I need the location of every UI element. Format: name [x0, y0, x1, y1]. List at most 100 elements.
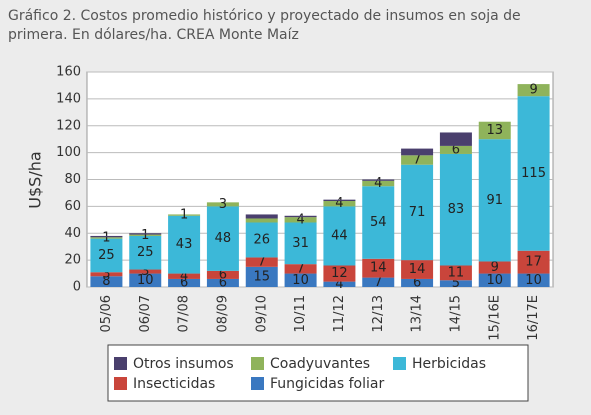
bar-segment [90, 272, 123, 277]
y-tick-label: 120 [56, 118, 81, 133]
data-label: 7 [413, 153, 421, 168]
bar-segment [168, 214, 201, 216]
data-label: 5 [452, 276, 460, 291]
legend-swatch [251, 377, 264, 390]
data-label: 44 [331, 228, 348, 243]
bar-segment [362, 186, 395, 259]
data-label: 3 [219, 197, 227, 212]
data-label: 3 [141, 264, 149, 279]
bar-segment [517, 96, 550, 251]
title-line: primera. En dólares/ha. CREA Monte Maíz [8, 27, 299, 43]
bar-segment [90, 238, 123, 273]
bar-segment [284, 217, 317, 223]
data-label: 1 [180, 208, 188, 223]
data-label: 26 [253, 232, 270, 247]
title-line: Gráfico 2. Costos promedio histórico y p… [8, 8, 521, 24]
bar-segment [439, 132, 472, 146]
data-label: 6 [219, 275, 227, 290]
bar-segment [245, 218, 278, 223]
x-tick-label: 13/14 [410, 295, 425, 332]
bar-segment [129, 234, 162, 236]
legend-swatch [114, 357, 127, 370]
x-tick-label: 16/17E [526, 295, 541, 341]
legend-label: Coadyuvantes [270, 356, 370, 372]
y-tick-label: 40 [64, 226, 81, 241]
x-tick-label: 05/06 [99, 295, 114, 332]
data-label: 10 [292, 273, 309, 288]
bar-segment [129, 235, 162, 270]
x-tick-label: 08/09 [215, 295, 230, 332]
bar-segment [478, 121, 511, 140]
bar-segment [284, 273, 317, 287]
bar-segment [323, 281, 356, 287]
data-label: 6 [452, 142, 460, 157]
data-label: 115 [521, 166, 546, 181]
x-tick-label: 12/13 [371, 295, 386, 332]
bar-segment [284, 264, 317, 274]
bar-segment [439, 265, 472, 281]
bar-segment [362, 258, 395, 278]
data-label: 17 [525, 255, 542, 270]
x-tick-label: 11/12 [332, 295, 347, 332]
bar-segment [478, 261, 511, 274]
data-label: 71 [409, 205, 426, 220]
x-tick-label: 14/15 [448, 295, 463, 332]
y-tick-label: 140 [56, 91, 81, 106]
bar-segment [206, 202, 239, 207]
data-label: 10 [486, 273, 503, 288]
data-label: 10 [137, 273, 154, 288]
data-label: 14 [370, 261, 387, 276]
data-label: 91 [486, 193, 503, 208]
data-label: 31 [292, 236, 309, 251]
y-tick-label: 60 [64, 199, 81, 214]
bar-segment [439, 280, 472, 287]
data-label: 12 [331, 266, 348, 281]
bar-segment [323, 265, 356, 282]
bar-segment [90, 235, 123, 238]
bar-segment [245, 266, 278, 287]
bar-segment [168, 273, 201, 279]
data-label: 1 [102, 230, 110, 245]
bar-segment [168, 215, 201, 274]
y-tick-label: 160 [56, 65, 81, 80]
bar-segment [168, 278, 201, 287]
bar-segment [323, 201, 356, 207]
bar-segment [245, 257, 278, 267]
bar-segment [206, 278, 239, 287]
data-label: 1 [141, 228, 149, 243]
data-label: 54 [370, 215, 387, 230]
data-label: 9 [491, 260, 499, 275]
data-label: 25 [137, 245, 154, 260]
legend-swatch [114, 377, 127, 390]
bar-segment [478, 273, 511, 287]
legend-swatch [393, 357, 406, 370]
data-label: 7 [258, 255, 266, 270]
legend-label: Herbicidas [412, 356, 486, 372]
legend [107, 344, 529, 402]
x-tick-label: 07/08 [177, 295, 192, 332]
bar-segment [129, 273, 162, 287]
data-label: 8 [102, 274, 110, 289]
data-label: 4 [374, 176, 382, 191]
data-label: 7 [296, 261, 304, 276]
bar-segment [90, 276, 123, 287]
data-label: 9 [529, 83, 537, 98]
y-axis-label: U$S/ha [26, 151, 45, 208]
y-tick-label: 80 [64, 172, 81, 187]
data-label: 4 [335, 277, 343, 292]
bar-segment [401, 148, 434, 156]
data-label: 4 [335, 196, 343, 211]
bar-segment [206, 270, 239, 279]
x-tick-label: 09/10 [254, 295, 269, 332]
y-tick-label: 0 [73, 280, 81, 295]
legend-swatch [251, 357, 264, 370]
data-label: 4 [296, 212, 304, 227]
bar-segment [478, 139, 511, 262]
bar-segment [245, 214, 278, 219]
bar-segment [362, 180, 395, 187]
bar-segment [401, 260, 434, 279]
bar-segment [284, 215, 317, 218]
data-label: 11 [448, 265, 465, 280]
bar-segment [517, 84, 550, 97]
